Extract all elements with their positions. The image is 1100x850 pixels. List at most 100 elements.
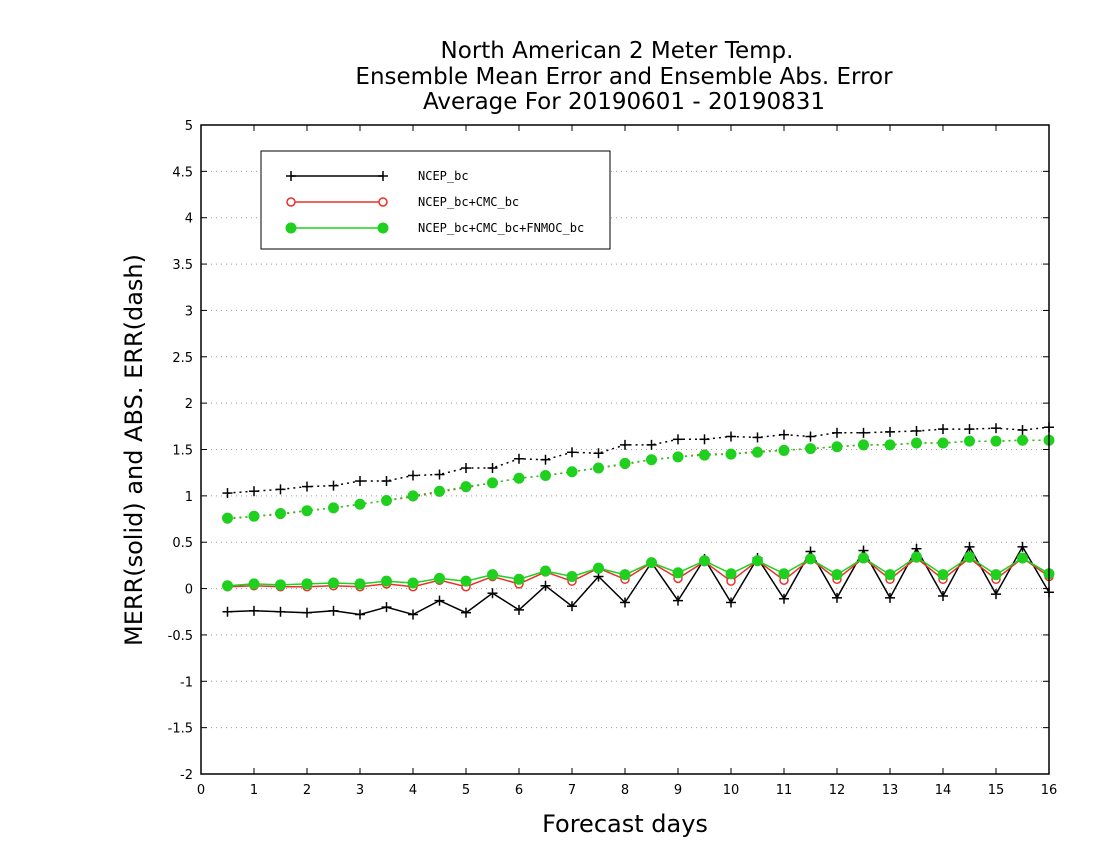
filled-circle-marker — [301, 505, 313, 517]
plus-marker — [487, 463, 498, 474]
y-axis: -2 -1.5 -1 -0.5 0 0.5 1 1.5 2 2.5 3 3.5 4 4.5 5 — [168, 119, 1049, 783]
y-tick-label: 2 — [185, 397, 193, 412]
filled-circle-marker — [725, 568, 737, 580]
filled-circle-marker — [937, 569, 949, 581]
plus-marker — [991, 423, 1001, 434]
plus-marker — [673, 595, 683, 606]
filled-circle-marker — [990, 569, 1002, 581]
filled-circle-marker — [285, 222, 297, 234]
plus-marker — [461, 463, 471, 474]
filled-circle-marker — [460, 481, 472, 493]
plus-marker — [286, 171, 296, 181]
plus-marker — [328, 605, 339, 616]
filled-circle-marker — [487, 569, 498, 581]
open-circle-marker — [286, 197, 296, 207]
plus-marker — [779, 593, 789, 604]
filled-circle-marker — [434, 572, 445, 584]
filled-circle-marker — [646, 557, 657, 569]
plus-marker — [381, 476, 392, 487]
plus-marker — [355, 609, 365, 620]
filled-circle-marker — [275, 579, 286, 591]
plus-marker — [726, 431, 736, 442]
open-circle-marker — [378, 197, 388, 207]
y-tick-label: 0.5 — [172, 536, 193, 551]
filled-circle-marker — [725, 448, 737, 460]
abs-err-line-ncep-bc-cmc-bc-fnmoc-bc — [227, 439, 1049, 519]
filled-circle-marker — [699, 555, 710, 567]
x-tick-label: 6 — [515, 783, 523, 798]
filled-circle-marker — [381, 494, 392, 506]
legend: NCEP_bc NCEP_bc+CMC_bc NCEP_bc+CMC_bc+FNMO… — [260, 150, 611, 250]
plus-marker — [275, 484, 286, 495]
plus-marker — [514, 604, 524, 615]
y-tick-label: -1 — [180, 675, 193, 690]
x-tick-label: 7 — [568, 783, 576, 798]
filled-circle-marker — [222, 580, 233, 592]
x-tick-label: 1 — [250, 783, 258, 798]
x-tick-label: 3 — [356, 783, 364, 798]
plus-marker — [964, 424, 975, 435]
plus-marker — [779, 429, 789, 440]
plus-marker — [222, 606, 233, 617]
y-tick-label: -0.5 — [168, 629, 193, 644]
x-axis-title: Forecast days — [542, 810, 708, 838]
filled-circle-marker — [1017, 434, 1028, 446]
abs-err-line-ncep-bc — [227, 426, 1050, 494]
filled-circle-marker — [248, 578, 260, 590]
series-ncep-bc-cmc-bc-fnmoc-bc — [222, 434, 1055, 592]
plus-marker — [249, 486, 259, 497]
filled-circle-marker — [513, 472, 525, 484]
filled-circle-marker — [540, 469, 551, 481]
y-tick-label: 1.5 — [172, 444, 193, 459]
plus-marker — [487, 588, 498, 599]
plus-marker — [911, 425, 922, 436]
filled-circle-marker — [778, 568, 790, 580]
filled-circle-marker — [593, 562, 604, 574]
x-tick-label: 16 — [1041, 783, 1058, 798]
y-tick-label: 0 — [185, 583, 193, 598]
title-line-3: Average For 20190601 - 20190831 — [423, 89, 825, 115]
plus-marker — [832, 427, 842, 438]
filled-circle-marker — [619, 457, 631, 469]
filled-circle-marker — [248, 510, 260, 522]
plus-marker — [964, 541, 975, 552]
filled-circle-marker — [434, 485, 445, 497]
series-ncep-bc — [222, 422, 1054, 620]
filled-circle-marker — [805, 553, 816, 565]
filled-circle-marker — [752, 555, 763, 567]
title-line-2: Ensemble Mean Error and Ensemble Abs. Er… — [355, 64, 893, 90]
x-tick-label: 0 — [197, 783, 205, 798]
filled-circle-marker — [990, 435, 1002, 447]
y-tick-label: -2 — [180, 768, 193, 783]
merr-line-ncep-bc — [227, 545, 1050, 616]
plus-marker — [434, 469, 445, 480]
filled-circle-marker — [911, 551, 922, 563]
x-tick-label: 15 — [988, 783, 1005, 798]
x-axis: 0 1 2 3 4 5 6 7 8 9 10 11 12 13 14 15 16 — [197, 125, 1057, 798]
filled-circle-marker — [301, 578, 313, 590]
plus-marker — [434, 595, 445, 606]
x-tick-label: 13 — [882, 783, 899, 798]
y-tick-label: 4 — [185, 212, 193, 227]
plus-marker — [328, 480, 339, 491]
plus-marker — [858, 427, 869, 438]
filled-circle-marker — [858, 552, 869, 564]
x-tick-label: 9 — [674, 783, 682, 798]
y-tick-label: 3.5 — [172, 258, 193, 273]
series-ncep-bc-cmc-bc — [222, 435, 1054, 592]
y-tick-label: 2.5 — [172, 351, 193, 366]
filled-circle-marker — [566, 571, 578, 583]
legend-item-ncep-bc-cmc-bc-fnmoc-bc: NCEP_bc+CMC_bc+FNMOC_bc — [285, 221, 584, 235]
filled-circle-marker — [964, 551, 975, 563]
filled-circle-marker — [831, 569, 843, 581]
filled-circle-marker — [672, 451, 684, 463]
filled-circle-marker — [778, 444, 790, 456]
filled-circle-marker — [381, 575, 392, 587]
y-tick-label: 1 — [185, 490, 193, 505]
chart-title: North American 2 Meter Temp. Ensemble Me… — [355, 38, 893, 115]
abs-err-line-ncep-bc-cmc-bc — [227, 439, 1049, 520]
filled-circle-marker — [354, 498, 366, 510]
title-line-1: North American 2 Meter Temp. — [441, 38, 794, 64]
filled-circle-marker — [275, 507, 286, 519]
